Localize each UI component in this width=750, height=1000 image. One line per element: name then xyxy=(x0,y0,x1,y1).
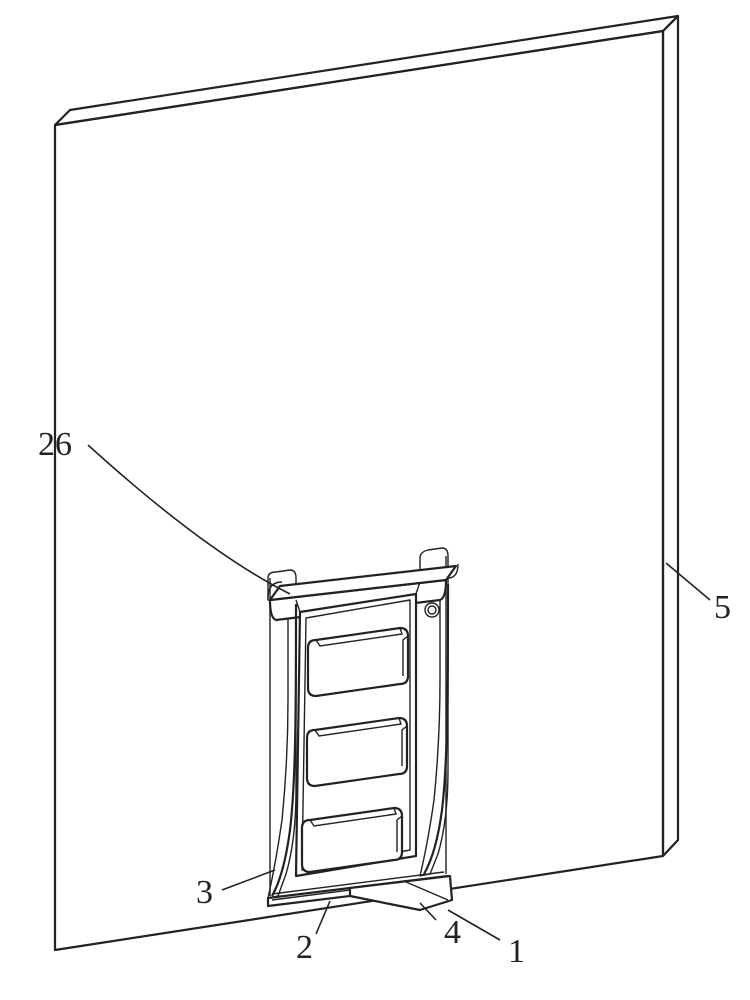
leader-line xyxy=(222,870,275,890)
leader-line xyxy=(88,445,290,594)
bracket-assembly xyxy=(268,548,458,910)
leader-line xyxy=(666,563,710,600)
patent-figure: 26 3 2 4 1 5 xyxy=(0,0,750,1000)
callout-4: 4 xyxy=(444,914,461,951)
kick-tab xyxy=(350,876,452,910)
callout-3: 3 xyxy=(196,874,213,911)
bracket-slot xyxy=(307,718,407,786)
callout-26: 26 xyxy=(38,426,72,463)
leader-line xyxy=(316,901,330,934)
bracket-slot xyxy=(308,628,408,696)
callout-5: 5 xyxy=(714,589,731,626)
callout-2: 2 xyxy=(296,929,313,966)
callout-1: 1 xyxy=(508,933,525,970)
